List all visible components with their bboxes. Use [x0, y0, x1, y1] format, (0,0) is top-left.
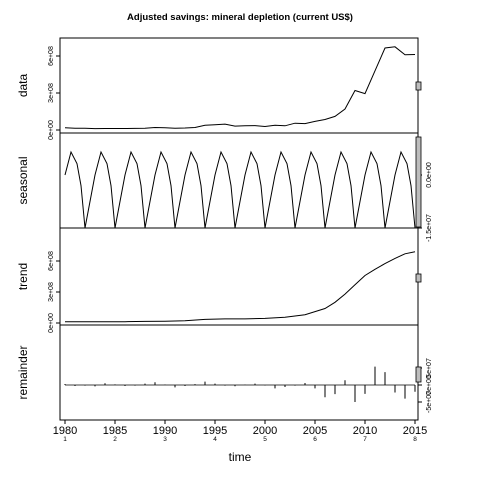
y-tick-label: 0.0e+00	[426, 162, 433, 188]
range-bar	[415, 366, 422, 383]
y-tick-label: 0e+00	[48, 313, 55, 333]
x-tick-minor-label: 1	[63, 436, 67, 443]
range-bar	[415, 81, 422, 91]
x-tick-minor-label: 7	[363, 436, 367, 443]
panel-data: data 0e+00 3e+08 6e+08	[16, 37, 419, 140]
x-tick-minor-label: 6	[313, 436, 317, 443]
panel-frame	[59, 324, 419, 421]
x-tick-minor-label: 5	[263, 436, 267, 443]
x-axis-label: time	[229, 450, 252, 464]
panel-label-remainder: remainder	[16, 345, 30, 399]
x-tick-label: 1990	[153, 425, 177, 437]
x-tick-minor-label: 2	[113, 436, 117, 443]
y-tick-label: 6e+08	[48, 46, 55, 66]
y-tick-label: 6e+08	[48, 251, 55, 271]
series-line-data	[64, 46, 416, 130]
x-tick-minor-label: 4	[213, 436, 217, 443]
panels-group: data 0e+00 3e+08 6e+08 seasonal -1.5e+07 0.0e+…	[16, 37, 433, 443]
chart-title: Adjusted savings: mineral depletion (cur…	[127, 12, 353, 23]
range-bar	[415, 136, 422, 228]
x-tick-label: 2005	[303, 425, 327, 437]
x-tick-minor-label: 3	[163, 436, 167, 443]
y-tick-label: -1.5e+07	[426, 214, 433, 242]
x-tick-label: 1980	[53, 425, 77, 437]
panel-label-seasonal: seasonal	[16, 156, 30, 204]
x-tick-minor-label: 8	[413, 436, 417, 443]
x-tick-label: 1995	[203, 425, 227, 437]
range-bar	[415, 273, 422, 283]
panel-trend: trend 0e+00 3e+08 6e+08	[16, 227, 419, 333]
x-tick-label: 1985	[103, 425, 127, 437]
x-tick-label: 2000	[253, 425, 277, 437]
series-line-seasonal	[64, 150, 416, 229]
panel-seasonal: seasonal -1.5e+07 0.0e+00	[16, 132, 433, 242]
panel-label-trend: trend	[16, 263, 30, 290]
series-line-trend	[65, 251, 416, 323]
y-tick-label: 0e+00	[426, 375, 433, 395]
y-tick-label: 0e+00	[48, 120, 55, 140]
y-tick-label: 3e+08	[48, 83, 55, 103]
x-tick-label: 2010	[353, 425, 377, 437]
y-tick-label: -5e+07	[426, 391, 433, 413]
panel-label-data: data	[16, 73, 30, 97]
y-tick-label: 3e+08	[48, 282, 55, 302]
x-tick-label: 2015	[403, 425, 427, 437]
panel-frame	[59, 37, 419, 134]
y-tick-label: 5e+07	[426, 358, 433, 378]
